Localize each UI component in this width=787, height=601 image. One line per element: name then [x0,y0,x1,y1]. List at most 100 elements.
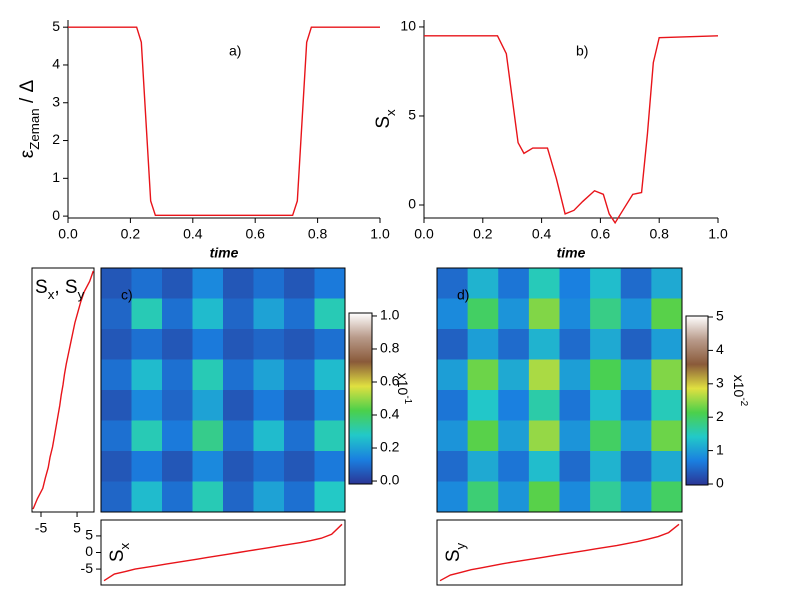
label-text: S [107,549,128,562]
heatmap-cell [467,298,499,330]
heatmap-cell [559,390,591,421]
heatmap-cell [559,268,591,299]
heatmap-cell [437,359,469,391]
axis-label: Sy [443,542,468,562]
heatmap-cell [223,298,254,330]
heatmap-cell [162,451,193,482]
heatmap-cell [314,298,346,330]
heatmap-cell [651,359,683,391]
heatmap-cell [314,268,346,299]
heatmap-cell [223,451,254,482]
x-tick-label: 0.8 [649,226,669,242]
x-tick-label: 0.2 [473,226,493,242]
heatmap-cell [192,329,224,360]
x-tick-label: 1.0 [370,226,390,242]
heatmap-cell [101,481,132,513]
heatmap-cell [467,268,499,299]
heatmap-cell [467,390,499,421]
heatmap-cell [131,390,163,421]
heatmap-cell [284,268,315,299]
y-tick-label: 0 [52,207,60,223]
heatmap-cell [620,481,652,513]
heatmap-cell [253,329,285,360]
heatmap-cell [284,481,315,513]
annotation: d) [457,287,469,303]
annotation: c) [121,287,133,303]
heatmap-cell [590,268,622,299]
heatmap-cell [223,390,254,421]
heatmap-frame [100,267,346,513]
heatmap-cell [284,451,315,482]
annotation: a) [229,43,241,59]
heatmap-cell [498,268,530,299]
heatmap-cell [437,420,469,452]
heatmap-cell [314,329,346,360]
y-tick-label: 10 [400,18,416,34]
heatmap-cell [590,359,622,391]
heatmap-cell [162,420,193,452]
heatmap-cell [284,390,315,421]
x-tick-label: 0.6 [591,226,611,242]
y-tick-label: 2 [52,131,60,147]
colorbar [348,312,373,485]
heatmap-cell [314,420,346,452]
heatmap-cell [528,329,560,360]
heatmap-cell [498,329,530,360]
heatmap-cell [651,298,683,330]
heatmap-cell [528,298,560,330]
axis-label: Sx [373,109,398,129]
heatmap-cell [192,298,224,330]
heatmap-cell [284,329,315,360]
colorbar-tick-label: 1.0 [380,307,400,323]
heatmap-cell [223,481,254,513]
heatmap-cell [467,451,499,482]
data-line [424,35,719,225]
heatmap-cell [437,451,469,482]
heatmap-cell [101,329,132,360]
x-tick-label: 0.6 [245,226,265,242]
annotation: b) [576,43,588,59]
heatmap-cell [192,268,224,299]
heatmap-cell [284,359,315,391]
heatmap-cell [620,451,652,482]
heatmap-cell [528,359,560,391]
heatmap-cell [498,451,530,482]
heatmap-cell [651,451,683,482]
heatmap-cell [253,268,285,299]
heatmap-cell [590,298,622,330]
heatmap-cell [131,298,163,330]
heatmap-cell [314,390,346,421]
label-text: , S [54,277,77,298]
heatmap-cell [651,420,683,452]
heatmap-cell [253,481,285,513]
colorbar-tick-label: 0.0 [380,472,400,488]
label-subscript: Zeman [27,108,42,149]
heatmap-cell [651,481,683,513]
x-tick-label: 0.0 [414,226,434,242]
heatmap-frame [436,267,683,513]
heatmap-cell [223,420,254,452]
heatmap-cell [162,329,193,360]
label-text: S [35,277,48,298]
heatmap-cell [620,390,652,421]
heatmap-cell [590,329,622,360]
label-text: / Δ [17,79,38,108]
heatmap-cell [314,451,346,482]
y-tick-label: 0 [85,543,93,559]
heatmap-cell [253,298,285,330]
heatmap-cell [590,451,622,482]
heatmap-cell [620,298,652,330]
data-line [439,523,680,582]
heatmap-cell [528,481,560,513]
heatmap-cell [590,481,622,513]
y-tick-label: 5 [408,107,416,123]
plot-frame [100,519,346,586]
colorbar [685,315,709,486]
multiplier-exponent: -2 [738,397,749,406]
label-subscript: x [48,287,55,302]
heatmap-cell [467,359,499,391]
heatmap-cell [192,359,224,391]
data-line [32,270,94,510]
heatmap-cell [192,420,224,452]
heatmap-cell [314,359,346,391]
